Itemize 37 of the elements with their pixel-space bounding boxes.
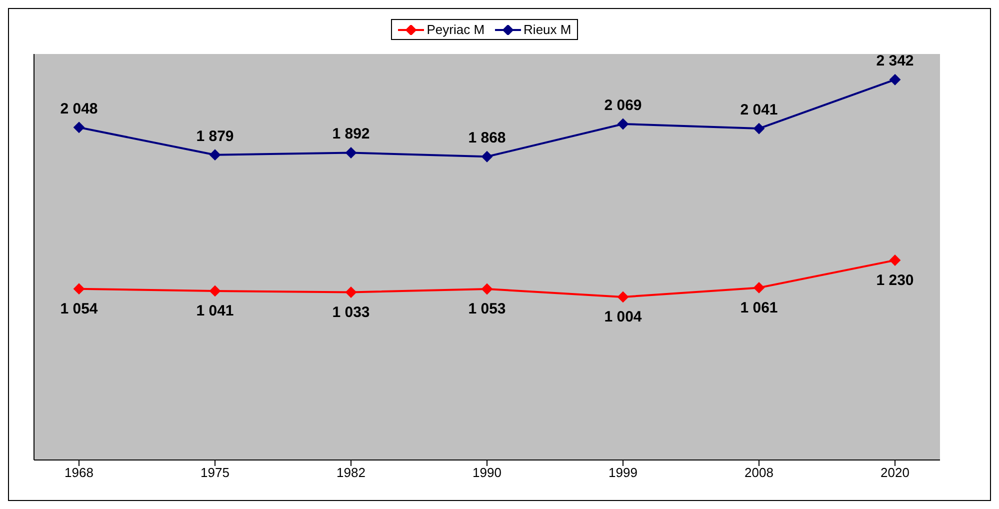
point [74, 122, 84, 133]
data-label: 1 004 [604, 308, 642, 326]
point [754, 282, 764, 294]
data-label: 1 868 [468, 130, 506, 147]
point [618, 291, 628, 302]
point [74, 283, 84, 294]
data-label: 1 054 [60, 300, 98, 318]
point [890, 74, 900, 86]
point [210, 285, 220, 296]
x-tick-label: 1975 [200, 465, 230, 480]
data-label: 1 879 [196, 128, 234, 145]
point [754, 123, 764, 134]
data-label: 1 053 [468, 300, 506, 318]
point [210, 149, 220, 160]
point [346, 147, 356, 158]
x-tick-label: 1968 [64, 465, 94, 480]
x-tick-label: 1999 [608, 465, 638, 480]
data-label: 1 041 [196, 302, 234, 320]
data-label: 1 230 [876, 272, 914, 289]
point [890, 254, 900, 266]
point [482, 151, 492, 162]
point [346, 286, 356, 298]
data-label: 1 061 [740, 299, 778, 316]
x-tick-label: 2020 [880, 465, 910, 480]
data-label: 2 342 [876, 52, 914, 70]
data-label: 2 048 [60, 100, 98, 118]
point [618, 118, 628, 130]
x-tick-label: 2008 [744, 465, 774, 480]
legend-label: Rieux M [522, 22, 572, 37]
point [482, 283, 492, 294]
data-label: 1 892 [332, 126, 370, 143]
legend-label: Peyriac M [426, 22, 485, 37]
x-tick-label: 1990 [472, 465, 502, 480]
x-tick-label: 1982 [336, 465, 366, 480]
data-label: 2 069 [604, 96, 642, 114]
data-label: 2 041 [740, 102, 778, 119]
data-label: 1 033 [332, 304, 370, 321]
